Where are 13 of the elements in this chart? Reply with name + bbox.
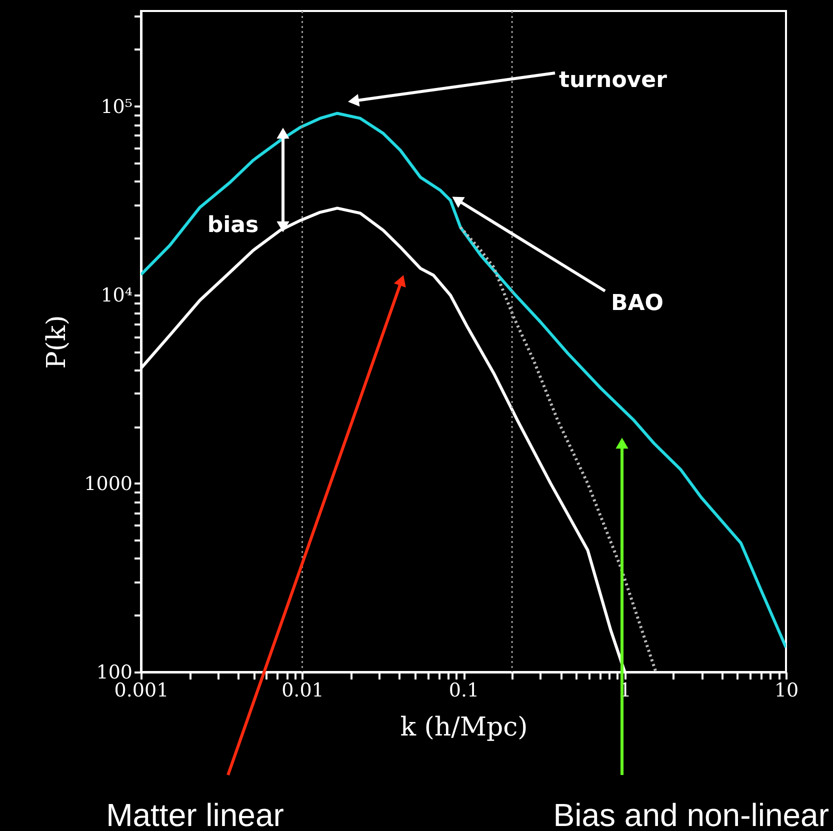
y-tick-label: 1000 [84,472,132,495]
annotation: Matter linear [106,797,284,831]
text: Bias and non-linear [553,797,830,831]
x-tick-label: 0.01 [282,680,324,702]
annotation: BAO [611,291,664,316]
x-tick-label: 10 [774,680,799,702]
annotation: bias [207,213,259,238]
y-axis-title: P(k) [42,315,72,369]
annotation: turnover [559,68,668,93]
x-tick-label: 0.1 [448,680,480,702]
y-tick-label: 10⁵ [100,96,132,118]
x-axis-title: k (h/Mpc) [400,712,528,742]
y-tick-label: 10⁴ [100,284,133,306]
